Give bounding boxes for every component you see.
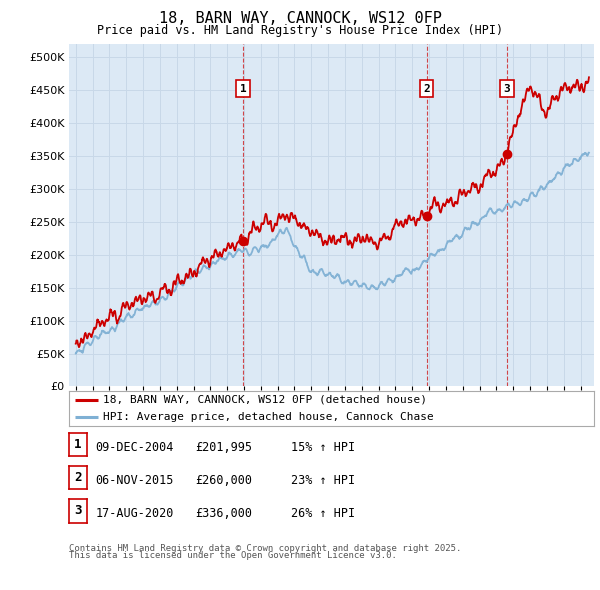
Text: £260,000: £260,000 — [195, 474, 252, 487]
Text: 1: 1 — [74, 438, 82, 451]
Text: 15% ↑ HPI: 15% ↑ HPI — [291, 441, 355, 454]
Text: 09-DEC-2004: 09-DEC-2004 — [95, 441, 174, 454]
Text: 1: 1 — [239, 84, 247, 94]
Text: 17-AUG-2020: 17-AUG-2020 — [95, 507, 174, 520]
Text: 2: 2 — [74, 471, 82, 484]
Text: £201,995: £201,995 — [195, 441, 252, 454]
Text: 26% ↑ HPI: 26% ↑ HPI — [291, 507, 355, 520]
Text: Price paid vs. HM Land Registry's House Price Index (HPI): Price paid vs. HM Land Registry's House … — [97, 24, 503, 37]
Text: Contains HM Land Registry data © Crown copyright and database right 2025.: Contains HM Land Registry data © Crown c… — [69, 543, 461, 553]
Text: HPI: Average price, detached house, Cannock Chase: HPI: Average price, detached house, Cann… — [103, 412, 434, 422]
Text: 18, BARN WAY, CANNOCK, WS12 0FP (detached house): 18, BARN WAY, CANNOCK, WS12 0FP (detache… — [103, 395, 427, 405]
Text: This data is licensed under the Open Government Licence v3.0.: This data is licensed under the Open Gov… — [69, 550, 397, 560]
Text: £336,000: £336,000 — [195, 507, 252, 520]
Text: 06-NOV-2015: 06-NOV-2015 — [95, 474, 174, 487]
Text: 18, BARN WAY, CANNOCK, WS12 0FP: 18, BARN WAY, CANNOCK, WS12 0FP — [158, 11, 442, 27]
Text: 3: 3 — [503, 84, 511, 94]
Text: 3: 3 — [74, 504, 82, 517]
Text: 23% ↑ HPI: 23% ↑ HPI — [291, 474, 355, 487]
Text: 2: 2 — [423, 84, 430, 94]
